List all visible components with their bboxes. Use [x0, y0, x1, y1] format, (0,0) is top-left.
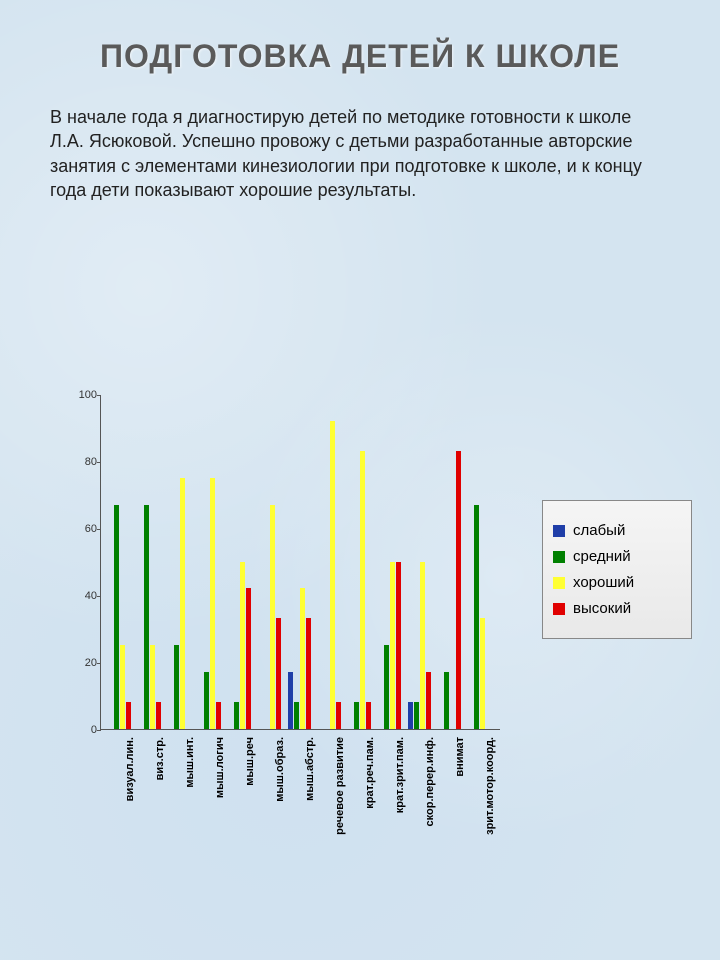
bar-good: [210, 478, 215, 729]
bar-high: [456, 451, 461, 729]
readiness-chart: 020406080100 визуал.лин. виз.стр. мыш.инт.…: [60, 395, 500, 855]
x-category-label: внимат: [454, 737, 466, 777]
legend-swatch: [553, 603, 565, 615]
bar-high: [426, 672, 431, 729]
x-category-label: мыш.логич: [214, 737, 226, 798]
y-tick-mark: [97, 529, 101, 530]
bar-high: [366, 702, 371, 729]
bar-good: [300, 588, 305, 729]
legend-swatch: [553, 551, 565, 563]
x-category-label: мыш.образ.: [274, 737, 286, 802]
x-category-label: виз.стр.: [154, 737, 166, 780]
legend-item-good: хороший: [553, 574, 681, 591]
bar-medium: [294, 702, 299, 729]
bar-good: [390, 562, 395, 730]
legend-item-high: высокий: [553, 600, 681, 617]
bar-medium: [174, 645, 179, 729]
legend-label: высокий: [573, 600, 631, 617]
bar-high: [306, 618, 311, 729]
chart-plot-area: 020406080100: [100, 395, 500, 730]
x-category-label: крат.зрит.пам.: [394, 737, 406, 813]
legend-item-weak: слабый: [553, 522, 681, 539]
bar-medium: [114, 505, 119, 729]
bar-high: [276, 618, 281, 729]
bar-good: [330, 421, 335, 729]
bar-high: [396, 562, 401, 730]
bar-medium: [474, 505, 479, 729]
bar-medium: [414, 702, 419, 729]
bar-good: [150, 645, 155, 729]
bar-medium: [234, 702, 239, 729]
legend-swatch: [553, 525, 565, 537]
x-category-label: мыш.инт.: [184, 737, 196, 788]
legend-label: хороший: [573, 574, 634, 591]
bar-high: [126, 702, 131, 729]
bar-good: [180, 478, 185, 729]
bar-high: [156, 702, 161, 729]
bar-good: [270, 505, 275, 729]
y-tick-label: 80: [69, 456, 97, 468]
bar-high: [336, 702, 341, 729]
y-tick-label: 40: [69, 590, 97, 602]
bar-high: [246, 588, 251, 729]
legend-item-medium: средний: [553, 548, 681, 565]
legend-label: слабый: [573, 522, 625, 539]
y-tick-mark: [97, 462, 101, 463]
bar-medium: [444, 672, 449, 729]
y-tick-label: 60: [69, 523, 97, 535]
bar-medium: [144, 505, 149, 729]
bar-good: [120, 645, 125, 729]
y-tick-mark: [97, 395, 101, 396]
bar-weak: [408, 702, 413, 729]
y-tick-mark: [97, 663, 101, 664]
page-title: ПОДГОТОВКА ДЕТЕЙ К ШКОЛЕ: [0, 0, 720, 75]
x-category-label: крат.реч.пам.: [364, 737, 376, 809]
bar-good: [420, 562, 425, 730]
x-category-label: мыш.абстр.: [304, 737, 316, 801]
x-category-label: скор.перер.инф.: [424, 737, 436, 826]
bar-good: [240, 562, 245, 730]
y-tick-label: 100: [69, 389, 97, 401]
x-category-label: зрит.мотор.коорд.: [484, 737, 496, 835]
bar-medium: [354, 702, 359, 729]
y-tick-mark: [97, 730, 101, 731]
bar-good: [480, 618, 485, 729]
legend-swatch: [553, 577, 565, 589]
y-tick-label: 0: [69, 724, 97, 736]
legend-label: средний: [573, 548, 631, 565]
bar-medium: [384, 645, 389, 729]
bar-high: [216, 702, 221, 729]
x-category-label: мыш.реч: [244, 737, 256, 786]
description-text: В начале года я диагностирую детей по ме…: [50, 105, 670, 202]
bar-medium: [204, 672, 209, 729]
y-tick-mark: [97, 596, 101, 597]
y-tick-label: 20: [69, 657, 97, 669]
bar-good: [360, 451, 365, 729]
x-category-label: визуал.лин.: [124, 737, 136, 801]
chart-legend: слабый средний хороший высокий: [542, 500, 692, 639]
bar-weak: [288, 672, 293, 729]
x-category-label: речевое развитие: [334, 737, 346, 835]
